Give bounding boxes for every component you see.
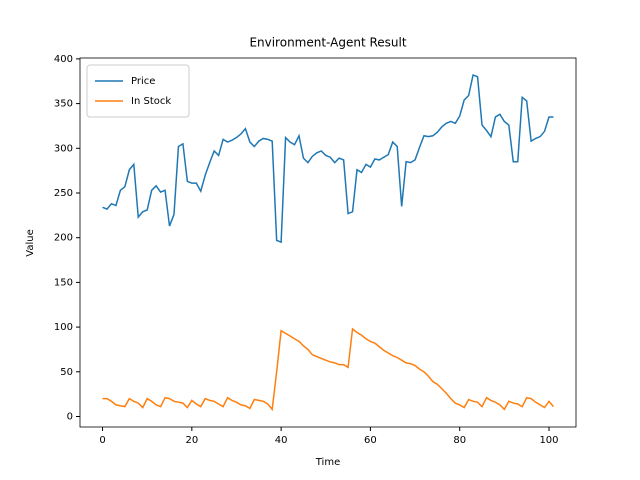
- chart-title: Environment-Agent Result: [249, 36, 406, 50]
- y-axis-label: Value: [25, 229, 36, 256]
- y-tick-label: 0: [67, 411, 73, 422]
- line-series: [102, 73, 554, 244]
- x-tick-label: 80: [453, 435, 466, 446]
- x-tick-label: 100: [539, 435, 558, 446]
- plot-frame: [79, 57, 577, 428]
- y-tick-label: 200: [54, 233, 73, 244]
- y-tick-label: 150: [54, 277, 73, 288]
- legend-box: [86, 64, 190, 118]
- legend-label: In Stock: [131, 96, 171, 107]
- x-axis-label: Time: [315, 457, 340, 468]
- y-tick-label: 400: [54, 54, 73, 65]
- y-tick-label: 250: [54, 188, 73, 199]
- x-tick-label: 20: [185, 435, 198, 446]
- x-tick-label: 0: [99, 435, 105, 446]
- x-tick-label: 40: [275, 435, 288, 446]
- legend-label: Price: [131, 76, 155, 87]
- line-series: [102, 327, 555, 412]
- y-tick-label: 300: [54, 143, 73, 154]
- x-tick-label: 60: [364, 435, 377, 446]
- y-tick-label: 50: [60, 367, 73, 378]
- y-tick-label: 350: [54, 99, 73, 110]
- y-tick-label: 100: [54, 322, 73, 333]
